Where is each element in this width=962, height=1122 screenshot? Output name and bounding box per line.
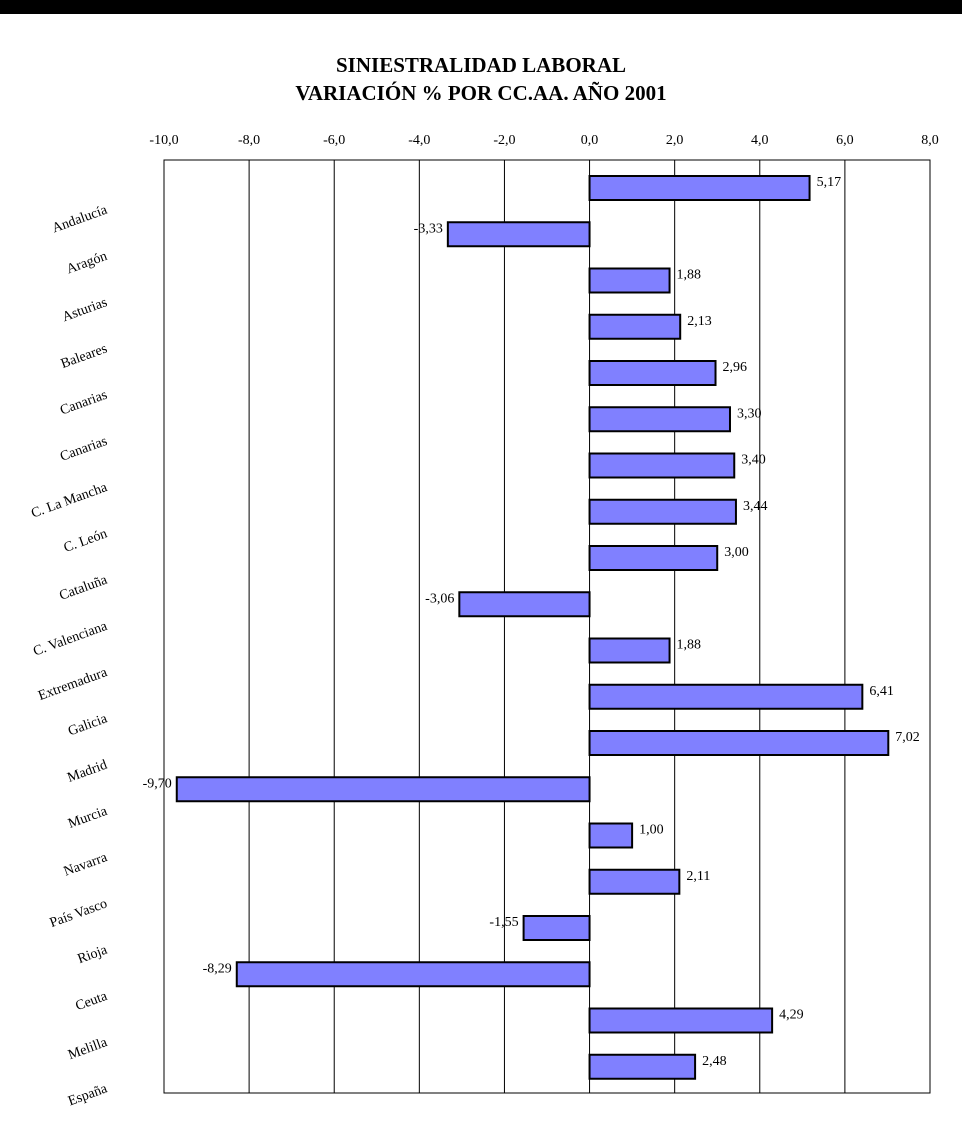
chart-subtitle: VARIACIÓN % POR CC.AA. AÑO 2001 <box>295 81 667 105</box>
x-tick-label: -8,0 <box>238 133 260 148</box>
category-label: Galicia <box>66 711 110 739</box>
data-label: 5,17 <box>817 175 842 190</box>
data-label: 1,00 <box>639 823 664 838</box>
x-tick-label: 4,0 <box>751 133 769 148</box>
data-label: 2,11 <box>686 869 710 884</box>
bar <box>588 360 717 386</box>
x-tick-label: 6,0 <box>836 133 854 148</box>
data-label: -1,55 <box>489 915 518 930</box>
category-label: Rioja <box>76 942 110 967</box>
bar <box>522 915 591 941</box>
bar <box>588 730 890 756</box>
data-label: -9,70 <box>143 776 172 791</box>
bar <box>588 498 737 525</box>
x-tick-label: -6,0 <box>323 133 345 148</box>
category-label: C. La Mancha <box>29 480 110 522</box>
bar <box>446 221 591 248</box>
data-label: 1,88 <box>677 638 702 653</box>
bar <box>588 175 811 201</box>
category-label: Aragón <box>65 249 110 277</box>
category-label: España <box>66 1081 110 1109</box>
data-label: 3,00 <box>724 545 749 560</box>
x-tick-label: -10,0 <box>149 133 178 148</box>
category-label: Extremadura <box>36 665 110 704</box>
category-label: Melilla <box>66 1035 110 1063</box>
chart-title: SINIESTRALIDAD LABORAL <box>336 53 626 77</box>
data-label: 4,29 <box>779 1008 804 1023</box>
category-label: Madrid <box>66 758 110 786</box>
category-label: Asturias <box>60 295 109 325</box>
data-label: 3,30 <box>737 406 762 421</box>
bar <box>588 683 864 710</box>
x-tick-label: 8,0 <box>921 133 939 148</box>
category-label: Andalucía <box>50 202 110 236</box>
bar <box>235 961 591 988</box>
category-label: Murcia <box>66 804 110 832</box>
category-label: Navarra <box>62 850 110 880</box>
data-label: 2,48 <box>702 1054 727 1069</box>
category-label: C. Valenciana <box>31 619 110 660</box>
bar <box>588 822 634 849</box>
plot-frame <box>163 159 931 1094</box>
data-label: -8,29 <box>203 961 232 976</box>
data-label: 2,96 <box>723 360 748 375</box>
bar <box>458 591 591 618</box>
category-label: Baleares <box>59 341 109 372</box>
data-label: 1,88 <box>677 268 702 283</box>
data-label: 3,44 <box>743 499 768 514</box>
bar <box>588 545 719 571</box>
data-label: -3,33 <box>414 221 443 236</box>
category-label: C. León <box>62 526 110 556</box>
bar <box>588 267 671 294</box>
category-label: Canarias <box>58 388 109 419</box>
bar <box>588 406 731 433</box>
data-label: 2,13 <box>687 314 712 329</box>
data-label: 3,40 <box>741 453 766 468</box>
data-label: -3,06 <box>425 591 454 606</box>
bar <box>588 1053 697 1080</box>
category-label: Canarias <box>58 434 109 465</box>
bar <box>588 637 671 664</box>
bar <box>588 1007 774 1034</box>
category-label: Cataluña <box>57 572 110 603</box>
bar <box>588 868 681 895</box>
x-tick-label: 2,0 <box>666 133 684 148</box>
bar <box>588 313 682 340</box>
x-tick-label: -2,0 <box>493 133 515 148</box>
bar <box>588 452 736 479</box>
category-label: Ceuta <box>74 989 111 1015</box>
data-label: 7,02 <box>895 730 920 745</box>
data-label: 6,41 <box>869 684 894 699</box>
top-rule <box>0 0 962 14</box>
bar <box>175 776 591 803</box>
x-tick-label: -4,0 <box>408 133 430 148</box>
category-label: País Vasco <box>48 896 110 931</box>
x-tick-label: 0,0 <box>581 133 599 148</box>
